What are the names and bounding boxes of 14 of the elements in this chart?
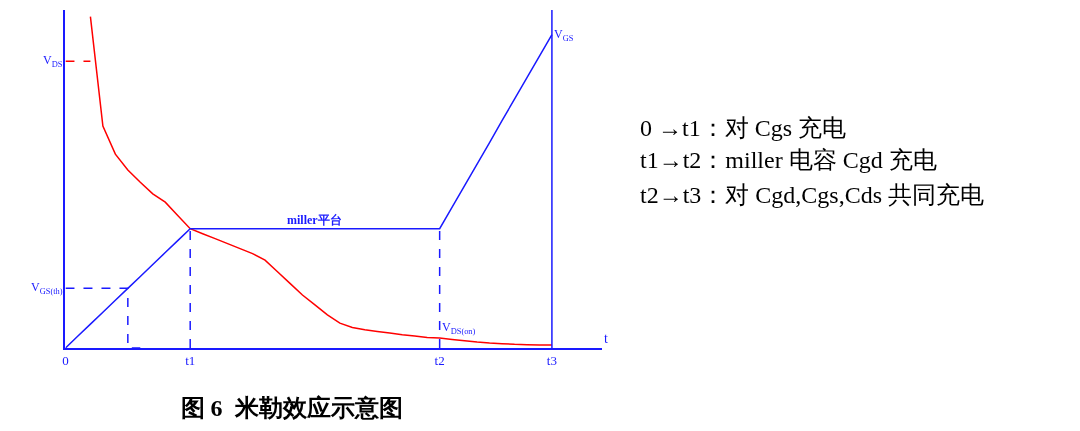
annotation: miller平台 — [287, 213, 342, 227]
x-tick-label: t1 — [185, 353, 196, 369]
x-tick-label: t3 — [546, 353, 557, 369]
text: t2→t3：对 Cgd,Cgs,Cds 共同充电 — [640, 182, 985, 208]
text: V$_{GS(th)}$ — [31, 280, 63, 296]
x-tick-label: 0 — [62, 353, 69, 369]
x-tick-label: t2 — [434, 353, 445, 369]
text: 0 →t1：对 Cgs 充电 — [640, 115, 847, 141]
annotation: V$_{DS(on)}$ — [442, 320, 476, 336]
text: 图 6 米勒效应示意图 — [180, 394, 403, 421]
text: t1→t2：miller 电容 Cgd 充电 — [640, 147, 937, 173]
x-axis-title: t — [604, 331, 608, 346]
text: V$_{DS}$ — [43, 53, 63, 69]
annotation: V$_{GS}$ — [554, 27, 574, 43]
